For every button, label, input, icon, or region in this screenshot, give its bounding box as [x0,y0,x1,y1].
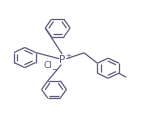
Text: P: P [59,55,65,65]
Text: −: − [51,65,58,74]
Text: +: + [65,53,71,59]
Text: Cl: Cl [44,61,52,70]
